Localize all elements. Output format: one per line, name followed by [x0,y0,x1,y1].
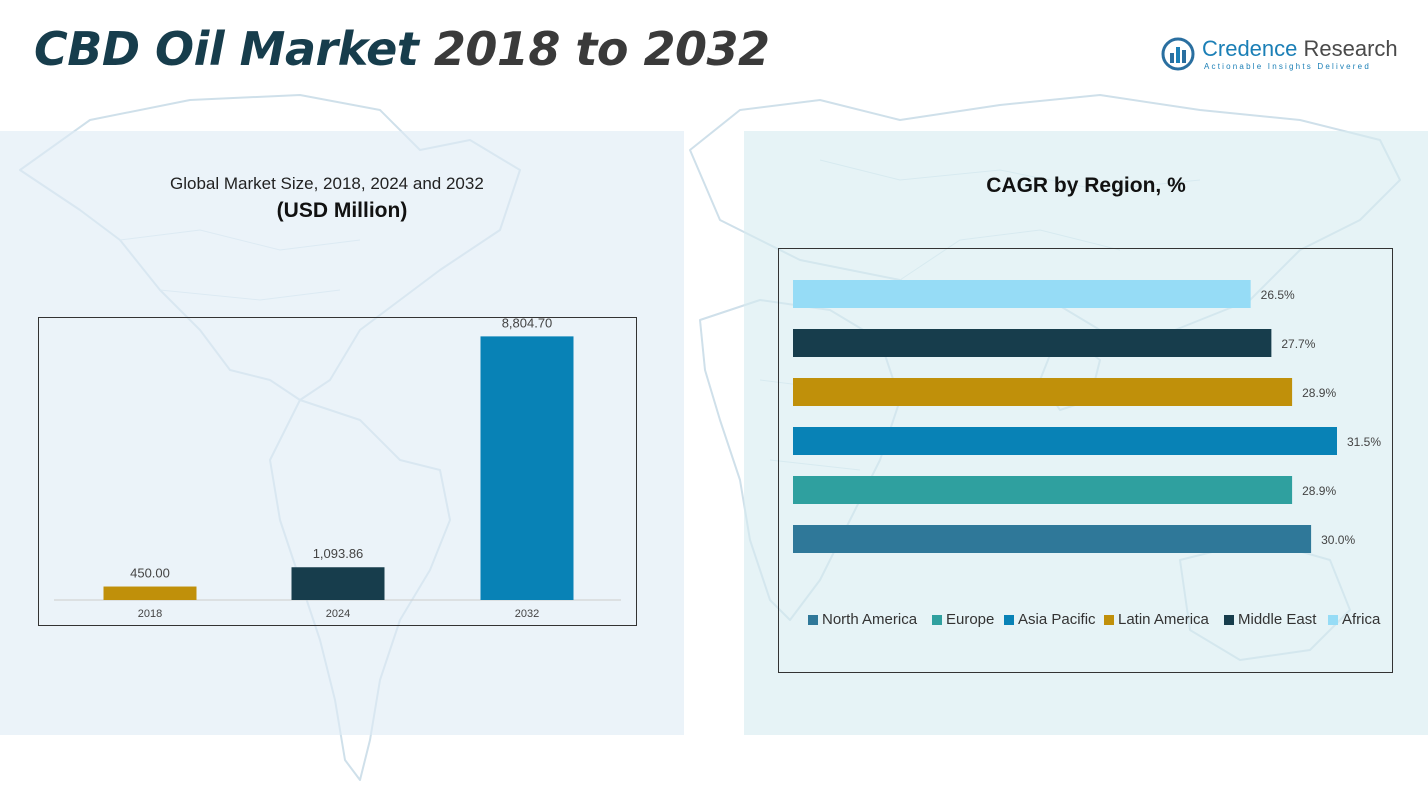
bar-north-america [793,525,1312,553]
x-tick-label: 2032 [515,608,539,620]
bar-africa [793,280,1251,308]
legend-swatch [932,615,942,625]
market-size-unit: (USD Million) [276,199,408,222]
bar-value-label: 26.5% [1261,288,1295,302]
bar-value-label: 27.7% [1281,337,1315,351]
legend-label: Middle East [1238,611,1317,628]
bar-latin-america [793,378,1293,406]
bar-2032 [480,336,574,600]
legend-label: North America [822,611,918,628]
logo-name-part-1: Credence [1202,36,1298,61]
bar-value-label: 28.9% [1302,386,1336,400]
legend-swatch [1224,615,1234,625]
bar-middle-east [793,329,1272,357]
bar-value-label: 450.00 [130,566,170,581]
page-title: CBD Oil Market 2018 to 2032 [34,22,770,76]
market-size-bar-chart: 450.00 2018 1,093.86 2024 8,804.70 2032 [54,318,621,620]
bar-europe [793,476,1293,504]
page-title-part-1: CBD Oil Market [34,22,434,76]
cagr-legend: North America Europe Asia Pacific Latin Ame… [808,610,1388,630]
logo-tagline: Actionable Insights Delivered [1204,62,1371,71]
page-title-part-2: 2018 to 2032 [433,22,770,76]
bar-2024 [291,567,385,600]
logo-name-part-2: Research [1297,36,1398,61]
market-size-chart: 450.00 2018 1,093.86 2024 8,804.70 2032 [38,317,637,626]
bar-value-label: 30.0% [1321,533,1355,547]
bar-2018 [103,586,197,600]
legend-swatch [1328,615,1338,625]
bar-value-label: 28.9% [1302,484,1336,498]
credence-research-logo: Credence Research Actionable Insights De… [1160,36,1400,76]
bar-value-label: 1,093.86 [313,546,364,561]
legend-label: Asia Pacific [1018,611,1096,628]
bar-value-label: 31.5% [1347,435,1381,449]
bar-chart-logo-icon [1161,37,1195,71]
market-size-subtitle: Global Market Size, 2018, 2024 and 2032 [170,174,484,193]
cagr-horizontal-bar-chart: 26.5% 27.7% 28.9% 31.5% 28.9% 30.0% [793,280,1381,553]
logo-name: Credence Research [1202,36,1398,62]
cagr-title: CAGR by Region, % [986,174,1186,197]
x-tick-label: 2024 [326,608,350,620]
legend-swatch [1104,615,1114,625]
legend-label: Latin America [1118,611,1209,628]
cagr-chart: 26.5% 27.7% 28.9% 31.5% 28.9% 30.0% [778,248,1393,673]
bar-value-label: 8,804.70 [502,318,553,330]
bar-asia-pacific [793,427,1337,455]
legend-swatch [808,615,818,625]
legend-swatch [1004,615,1014,625]
x-tick-label: 2018 [138,608,162,620]
legend-label: Africa [1342,611,1381,628]
legend-label: Europe [946,611,995,628]
